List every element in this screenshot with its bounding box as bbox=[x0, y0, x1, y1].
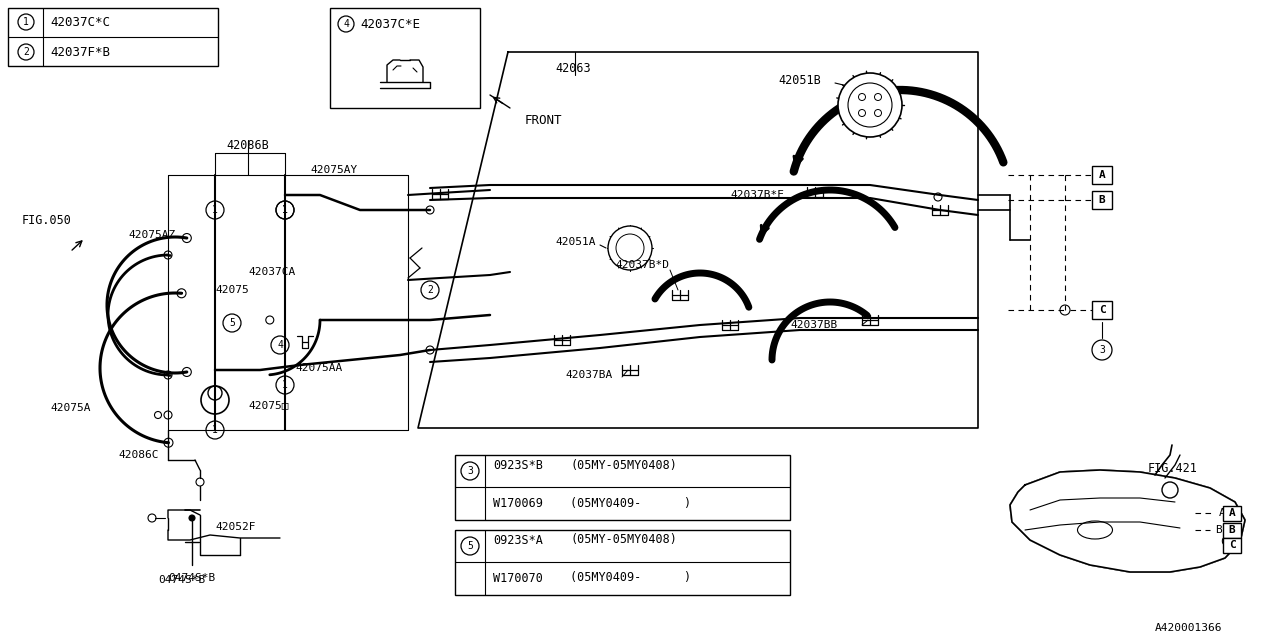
Text: FIG.421: FIG.421 bbox=[1148, 461, 1198, 474]
Text: 1: 1 bbox=[212, 205, 218, 215]
Text: W170070: W170070 bbox=[493, 572, 543, 584]
Text: 1: 1 bbox=[23, 17, 29, 27]
Polygon shape bbox=[1010, 470, 1245, 572]
Text: 42075A: 42075A bbox=[50, 403, 91, 413]
Text: A420001366: A420001366 bbox=[1155, 623, 1222, 633]
Text: 42075AZ: 42075AZ bbox=[128, 230, 175, 240]
Text: 42051A: 42051A bbox=[556, 237, 595, 247]
Text: B: B bbox=[1098, 195, 1106, 205]
Text: 42075AA: 42075AA bbox=[294, 363, 342, 373]
Text: 1: 1 bbox=[282, 205, 288, 215]
Text: 4: 4 bbox=[276, 340, 283, 350]
Circle shape bbox=[838, 73, 902, 137]
Text: 42037B*E: 42037B*E bbox=[730, 190, 785, 200]
Text: 2: 2 bbox=[23, 47, 29, 57]
Text: 42037F*B: 42037F*B bbox=[50, 45, 110, 58]
Text: 42052F: 42052F bbox=[215, 522, 256, 532]
Text: 1: 1 bbox=[282, 205, 288, 215]
Bar bbox=[1222, 522, 1242, 538]
Text: C: C bbox=[1229, 540, 1235, 550]
Text: 0923S*A: 0923S*A bbox=[493, 534, 543, 547]
Text: 42037BB: 42037BB bbox=[790, 320, 837, 330]
Bar bbox=[8, 8, 218, 66]
Text: 3: 3 bbox=[467, 466, 472, 476]
Text: 0474S*B: 0474S*B bbox=[169, 573, 215, 583]
Bar bbox=[1092, 191, 1112, 209]
Text: 42037B*D: 42037B*D bbox=[614, 260, 669, 270]
Text: 42075AY: 42075AY bbox=[310, 165, 357, 175]
Text: 4: 4 bbox=[343, 19, 349, 29]
Bar bbox=[454, 455, 790, 520]
Text: 42037C*E: 42037C*E bbox=[360, 17, 420, 31]
Text: (05MY0409-      ): (05MY0409- ) bbox=[570, 572, 691, 584]
Text: 0474S*B: 0474S*B bbox=[157, 575, 205, 585]
Text: C: C bbox=[1098, 305, 1106, 315]
Text: C: C bbox=[1220, 537, 1226, 547]
Text: B: B bbox=[1215, 525, 1221, 535]
Text: FIG.050: FIG.050 bbox=[22, 214, 72, 227]
Text: A: A bbox=[1219, 508, 1225, 518]
Bar bbox=[454, 530, 790, 595]
Text: FRONT: FRONT bbox=[525, 113, 562, 127]
Text: (05MY-05MY0408): (05MY-05MY0408) bbox=[570, 458, 677, 472]
Text: 42037CA: 42037CA bbox=[248, 267, 296, 277]
Text: 42051B: 42051B bbox=[778, 74, 820, 86]
Bar bbox=[1092, 166, 1112, 184]
Text: A: A bbox=[1098, 170, 1106, 180]
Text: 42086B: 42086B bbox=[227, 138, 269, 152]
Bar bbox=[1092, 301, 1112, 319]
Bar bbox=[1222, 506, 1242, 520]
Text: 5: 5 bbox=[229, 318, 236, 328]
Text: 42063: 42063 bbox=[556, 61, 590, 74]
Text: (05MY0409-      ): (05MY0409- ) bbox=[570, 497, 691, 509]
Text: 42075□: 42075□ bbox=[248, 400, 288, 410]
Bar bbox=[330, 8, 480, 108]
Text: 5: 5 bbox=[467, 541, 472, 551]
Bar bbox=[1222, 538, 1242, 552]
Text: 42037C*C: 42037C*C bbox=[50, 15, 110, 29]
Text: 1: 1 bbox=[212, 425, 218, 435]
Text: W170069: W170069 bbox=[493, 497, 543, 509]
Text: A: A bbox=[1229, 508, 1235, 518]
Text: 1: 1 bbox=[282, 380, 288, 390]
Text: 3: 3 bbox=[1100, 345, 1105, 355]
Text: B: B bbox=[1229, 525, 1235, 535]
Circle shape bbox=[189, 515, 195, 521]
Text: 42037BA: 42037BA bbox=[564, 370, 612, 380]
Circle shape bbox=[608, 226, 652, 270]
Text: (05MY-05MY0408): (05MY-05MY0408) bbox=[570, 534, 677, 547]
Text: 0923S*B: 0923S*B bbox=[493, 458, 543, 472]
Text: 42075: 42075 bbox=[215, 285, 248, 295]
Text: 42086C: 42086C bbox=[118, 450, 159, 460]
Text: 2: 2 bbox=[428, 285, 433, 295]
